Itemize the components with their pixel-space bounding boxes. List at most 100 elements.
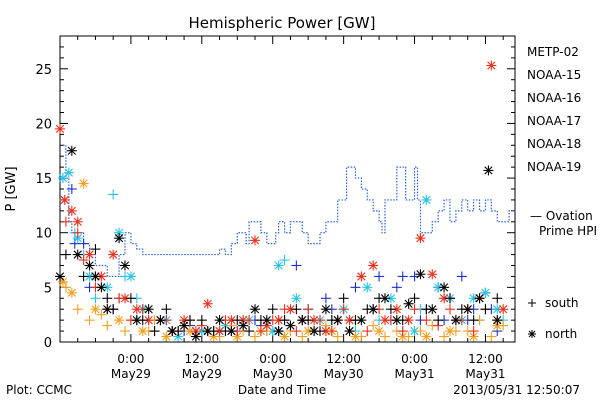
south-point-noaa-19 <box>72 227 83 238</box>
south-point-metp-02 <box>326 315 337 326</box>
south-point-metp-02 <box>255 315 266 326</box>
north-point-noaa-18 <box>90 304 101 315</box>
south-point-noaa-19 <box>315 315 325 326</box>
north-point-noaa-18 <box>421 331 432 342</box>
y-axis-label: P [GW] <box>4 166 19 211</box>
south-point-noaa-15 <box>69 238 80 249</box>
x-tick-label-date: May29 <box>111 367 151 381</box>
south-point-noaa-19 <box>114 293 125 304</box>
ovation-label-line2: Prime HPI <box>539 224 597 238</box>
south-point-metp-02 <box>244 326 255 337</box>
north-point-noaa-19 <box>356 271 367 282</box>
south-point-metp-02 <box>303 315 314 326</box>
north-point-metp-02 <box>415 269 426 280</box>
north-point-metp-02 <box>439 282 450 293</box>
north-point-metp-02 <box>483 165 494 176</box>
south-point-metp-02 <box>279 315 290 326</box>
south-point-metp-02 <box>315 326 325 337</box>
south-point-metp-02 <box>173 326 184 337</box>
south-point-metp-02 <box>338 293 349 304</box>
north-point-metp-02 <box>344 326 355 337</box>
south-point-noaa-18 <box>84 315 95 326</box>
north-point-noaa-19 <box>427 269 438 280</box>
north-point-noaa-19 <box>368 260 379 271</box>
north-point-metp-02 <box>114 233 125 244</box>
south-point-noaa-18 <box>297 331 308 342</box>
south-point-noaa-19 <box>362 326 373 337</box>
north-point-noaa-19 <box>66 205 77 216</box>
south-point-metp-02 <box>397 315 408 326</box>
north-point-metp-02 <box>273 326 284 337</box>
north-point-noaa-19 <box>344 315 355 326</box>
x-tick-label-date: May31 <box>465 367 505 381</box>
south-point-noaa-16 <box>90 293 101 304</box>
south-point-metp-02 <box>350 315 361 326</box>
south-point-noaa-16 <box>279 255 290 266</box>
south-point-noaa-15 <box>350 282 361 293</box>
south-point-metp-02 <box>78 271 89 282</box>
marker-legend-south: south <box>545 296 579 310</box>
north-point-metp-02 <box>131 315 142 326</box>
north-point-metp-02 <box>391 315 402 326</box>
north-point-noaa-19 <box>108 249 119 260</box>
south-point-noaa-19 <box>60 216 71 227</box>
north-point-noaa-16 <box>273 260 284 271</box>
north-point-metp-02 <box>250 304 260 315</box>
north-point-noaa-18 <box>468 331 479 342</box>
marker-legend-north: north <box>545 327 577 341</box>
south-marker-icon <box>528 299 536 307</box>
south-point-noaa-19 <box>78 255 89 266</box>
south-point-metp-02 <box>421 304 432 315</box>
south-point-noaa-16 <box>120 271 130 282</box>
x-tick-label-time: 12:00 <box>185 352 220 366</box>
south-point-noaa-15 <box>291 260 302 271</box>
south-point-noaa-15 <box>391 282 402 293</box>
south-point-noaa-18 <box>450 326 461 337</box>
north-point-noaa-18 <box>114 315 125 326</box>
south-point-metp-02 <box>90 244 101 255</box>
x-tick-label-date: May30 <box>324 367 364 381</box>
y-tick-label: 15 <box>35 172 52 187</box>
north-point-noaa-16 <box>480 287 491 298</box>
ovation-label-line1: — Ovation <box>530 209 593 223</box>
north-marker-icon <box>528 330 536 338</box>
x-tick-label-time: 0:00 <box>117 352 144 366</box>
north-point-noaa-19 <box>55 123 65 134</box>
x-tick-label-time: 12:00 <box>468 352 503 366</box>
x-tick-label-time: 0:00 <box>401 352 428 366</box>
x-axis-ticks: 0:00May2912:00May290:00May3012:00May300:… <box>77 36 505 381</box>
ovation-series <box>62 144 515 278</box>
north-point-metp-02 <box>55 271 65 282</box>
north-point-metp-02 <box>84 260 95 271</box>
south-point-noaa-18 <box>415 326 426 337</box>
north-point-metp-02 <box>90 271 101 282</box>
north-point-noaa-16 <box>63 167 74 178</box>
south-point-metp-02 <box>125 293 136 304</box>
south-point-metp-02 <box>456 304 467 315</box>
south-point-noaa-19 <box>303 304 314 315</box>
south-point-metp-02 <box>102 293 113 304</box>
plot-credit: Plot: CCMC <box>6 383 72 397</box>
south-point-noaa-18 <box>72 304 83 315</box>
south-point-metp-02 <box>291 304 302 315</box>
south-point-metp-02 <box>468 315 479 326</box>
north-point-metp-02 <box>96 282 107 293</box>
north-point-metp-02 <box>285 320 296 331</box>
y-tick-label: 0 <box>44 336 52 351</box>
north-point-noaa-19 <box>486 60 497 71</box>
north-point-noaa-19 <box>250 235 260 246</box>
north-point-metp-02 <box>297 315 308 326</box>
south-point-metp-02 <box>108 304 119 315</box>
north-point-metp-02 <box>380 293 390 304</box>
south-point-metp-02 <box>433 315 444 326</box>
south-point-noaa-19 <box>338 304 349 315</box>
north-point-noaa-16 <box>421 194 432 205</box>
north-point-metp-02 <box>190 331 201 342</box>
north-point-metp-02 <box>320 304 331 315</box>
south-point-noaa-18 <box>486 331 497 342</box>
chart-title: Hemispheric Power [GW] <box>189 14 376 32</box>
south-point-noaa-15 <box>78 238 89 249</box>
north-point-noaa-18 <box>66 287 77 298</box>
south-point-noaa-18 <box>498 320 509 331</box>
south-point-noaa-18 <box>102 320 113 331</box>
